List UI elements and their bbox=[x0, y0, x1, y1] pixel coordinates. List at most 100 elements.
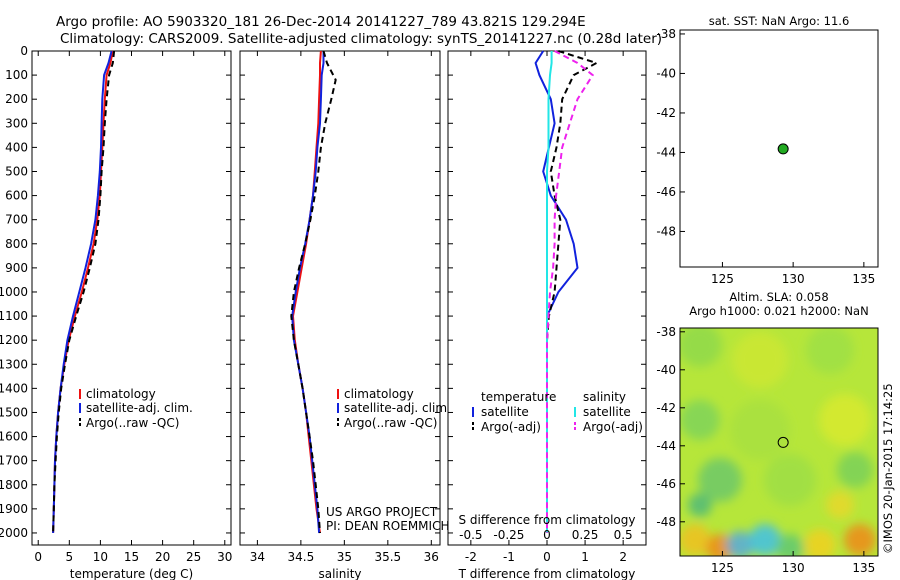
y-tick-label: -44 bbox=[656, 145, 676, 159]
y-tick-label: -40 bbox=[656, 363, 676, 377]
legend-title: salinity bbox=[583, 390, 626, 404]
heatmap-cell bbox=[680, 328, 722, 367]
x-tick-label: -2 bbox=[465, 550, 477, 564]
plot-frame bbox=[679, 327, 879, 557]
x2-tick-label: -0.5 bbox=[459, 528, 482, 542]
heatmap-cell bbox=[698, 458, 742, 502]
x-tick-label: 130 bbox=[782, 561, 805, 575]
header-line2: Climatology: CARS2009. Satellite-adjuste… bbox=[60, 31, 662, 47]
y-tick-label: -42 bbox=[656, 401, 676, 415]
heatmap-cell bbox=[819, 394, 871, 446]
legend-label: satellite-adj. clim. bbox=[344, 401, 451, 415]
y-tick-label: -48 bbox=[656, 224, 676, 238]
x-tick-label: 34.5 bbox=[288, 550, 315, 564]
x-tick-label: 130 bbox=[782, 272, 805, 286]
x-axis-label: temperature (deg C) bbox=[70, 567, 193, 580]
legend-label: satellite bbox=[583, 405, 631, 419]
y-tick-label: -46 bbox=[656, 185, 676, 199]
y-tick-label: 300 bbox=[5, 116, 28, 130]
heatmap-cell bbox=[837, 452, 873, 488]
heatmap-cell bbox=[706, 534, 734, 556]
credit-pi: PI: DEAN ROEMMICH bbox=[326, 519, 449, 533]
y-tick-label: 0 bbox=[20, 44, 28, 58]
y-tick-label: 400 bbox=[5, 140, 28, 154]
y-tick-label: 1600 bbox=[0, 430, 28, 444]
y-tick-label: 1700 bbox=[0, 454, 28, 468]
sst-map-panel: sat. SST: NaN Argo: 11.6 125 130 135 -38 -40 -… bbox=[656, 14, 879, 286]
x-tick-label: 35 bbox=[337, 550, 352, 564]
heatmap-cell bbox=[680, 400, 720, 440]
x-tick-label: 10 bbox=[93, 550, 108, 564]
heatmap-cell bbox=[730, 400, 790, 460]
y-tick-label: 1100 bbox=[0, 309, 28, 323]
legend-label: Argo(-adj) bbox=[481, 420, 541, 434]
y-tick-label: -38 bbox=[656, 27, 676, 41]
x-tick-label: 36 bbox=[424, 550, 439, 564]
legend-label: satellite bbox=[481, 405, 529, 419]
series-line-salinity-satellite bbox=[546, 51, 553, 533]
y-tick-label: -38 bbox=[656, 325, 676, 339]
x-tick-label: 34 bbox=[250, 550, 265, 564]
series-line-salinity-argo-adj- bbox=[546, 50, 595, 533]
plot-frame bbox=[239, 50, 441, 546]
heatmap-cell bbox=[804, 529, 836, 556]
x2-axis-label: S difference from climatology bbox=[459, 513, 636, 527]
y-tick-label: 1000 bbox=[0, 285, 28, 299]
map-title: Altim. SLA: 0.058 bbox=[729, 290, 828, 304]
salinity-panel: 34 34.5 35 35.5 36 salinity climatologysatelli… bbox=[239, 50, 451, 580]
header-line1: Argo profile: AO 5903320_181 26-Dec-2014… bbox=[56, 14, 586, 30]
y-tick-label: 700 bbox=[5, 213, 28, 227]
legend-label: satellite-adj. clim. bbox=[86, 401, 193, 415]
x-tick-label: 1 bbox=[581, 550, 589, 564]
x-tick-label: 30 bbox=[217, 550, 232, 564]
x-tick-label: 135 bbox=[852, 272, 875, 286]
plot-frame bbox=[679, 29, 879, 268]
y-tick-label: 1900 bbox=[0, 502, 28, 516]
x-tick-label: 0 bbox=[34, 550, 42, 564]
x-axis-label: salinity bbox=[318, 567, 361, 580]
heatmap-cell bbox=[844, 524, 876, 556]
heatmap-cell bbox=[764, 454, 816, 506]
heatmap-cell bbox=[749, 524, 781, 556]
map-title: sat. SST: NaN Argo: 11.6 bbox=[709, 14, 850, 28]
imos-watermark: ©IMOS 20-Jan-2015 17:14:25 bbox=[881, 383, 895, 554]
x-tick-label: 5 bbox=[65, 550, 73, 564]
y-tick-label: 1300 bbox=[0, 357, 28, 371]
x-tick-label: 125 bbox=[711, 561, 734, 575]
series-line-argo-raw-qc- bbox=[52, 50, 116, 534]
x-tick-label: 135 bbox=[852, 561, 875, 575]
series-line-satellite-adj-clim- bbox=[291, 51, 325, 534]
heatmap-cell bbox=[732, 332, 788, 388]
x2-tick-label: 0 bbox=[543, 528, 551, 542]
y-tick-label: -40 bbox=[656, 66, 676, 80]
y-tick-label: 1800 bbox=[0, 478, 28, 492]
y-tick-label: 2000 bbox=[0, 526, 28, 540]
y-tick-label: 100 bbox=[5, 68, 28, 82]
legend-label: Argo(-adj) bbox=[583, 420, 643, 434]
heatmap-cell bbox=[826, 491, 854, 519]
x-tick-label: 15 bbox=[124, 550, 139, 564]
y-tick-label: 1400 bbox=[0, 381, 28, 395]
argo-position-marker bbox=[777, 436, 789, 448]
heatmap-cell bbox=[776, 534, 804, 556]
x-tick-label: -1 bbox=[503, 550, 515, 564]
series-line-argo-raw-qc- bbox=[290, 50, 337, 534]
legend-label: Argo(..raw -QC) bbox=[344, 416, 437, 430]
x-axis-label: T difference from climatology bbox=[458, 567, 636, 580]
argo-position-marker bbox=[777, 143, 789, 155]
y-tick-label: 200 bbox=[5, 92, 28, 106]
legend-title: temperature bbox=[481, 390, 556, 404]
x-tick-label: 35.5 bbox=[374, 550, 401, 564]
heatmap-cell bbox=[680, 524, 711, 556]
y-tick-label: -48 bbox=[656, 515, 676, 529]
y-tick-label: 600 bbox=[5, 189, 28, 203]
y-tick-label: -42 bbox=[656, 106, 676, 120]
legend-label: climatology bbox=[344, 387, 414, 401]
x2-tick-label: 0.25 bbox=[572, 528, 599, 542]
credit-project: US ARGO PROJECT bbox=[326, 505, 438, 519]
y-tick-label: 500 bbox=[5, 164, 28, 178]
y-tick-label: 1500 bbox=[0, 405, 28, 419]
x-tick-label: 25 bbox=[186, 550, 201, 564]
